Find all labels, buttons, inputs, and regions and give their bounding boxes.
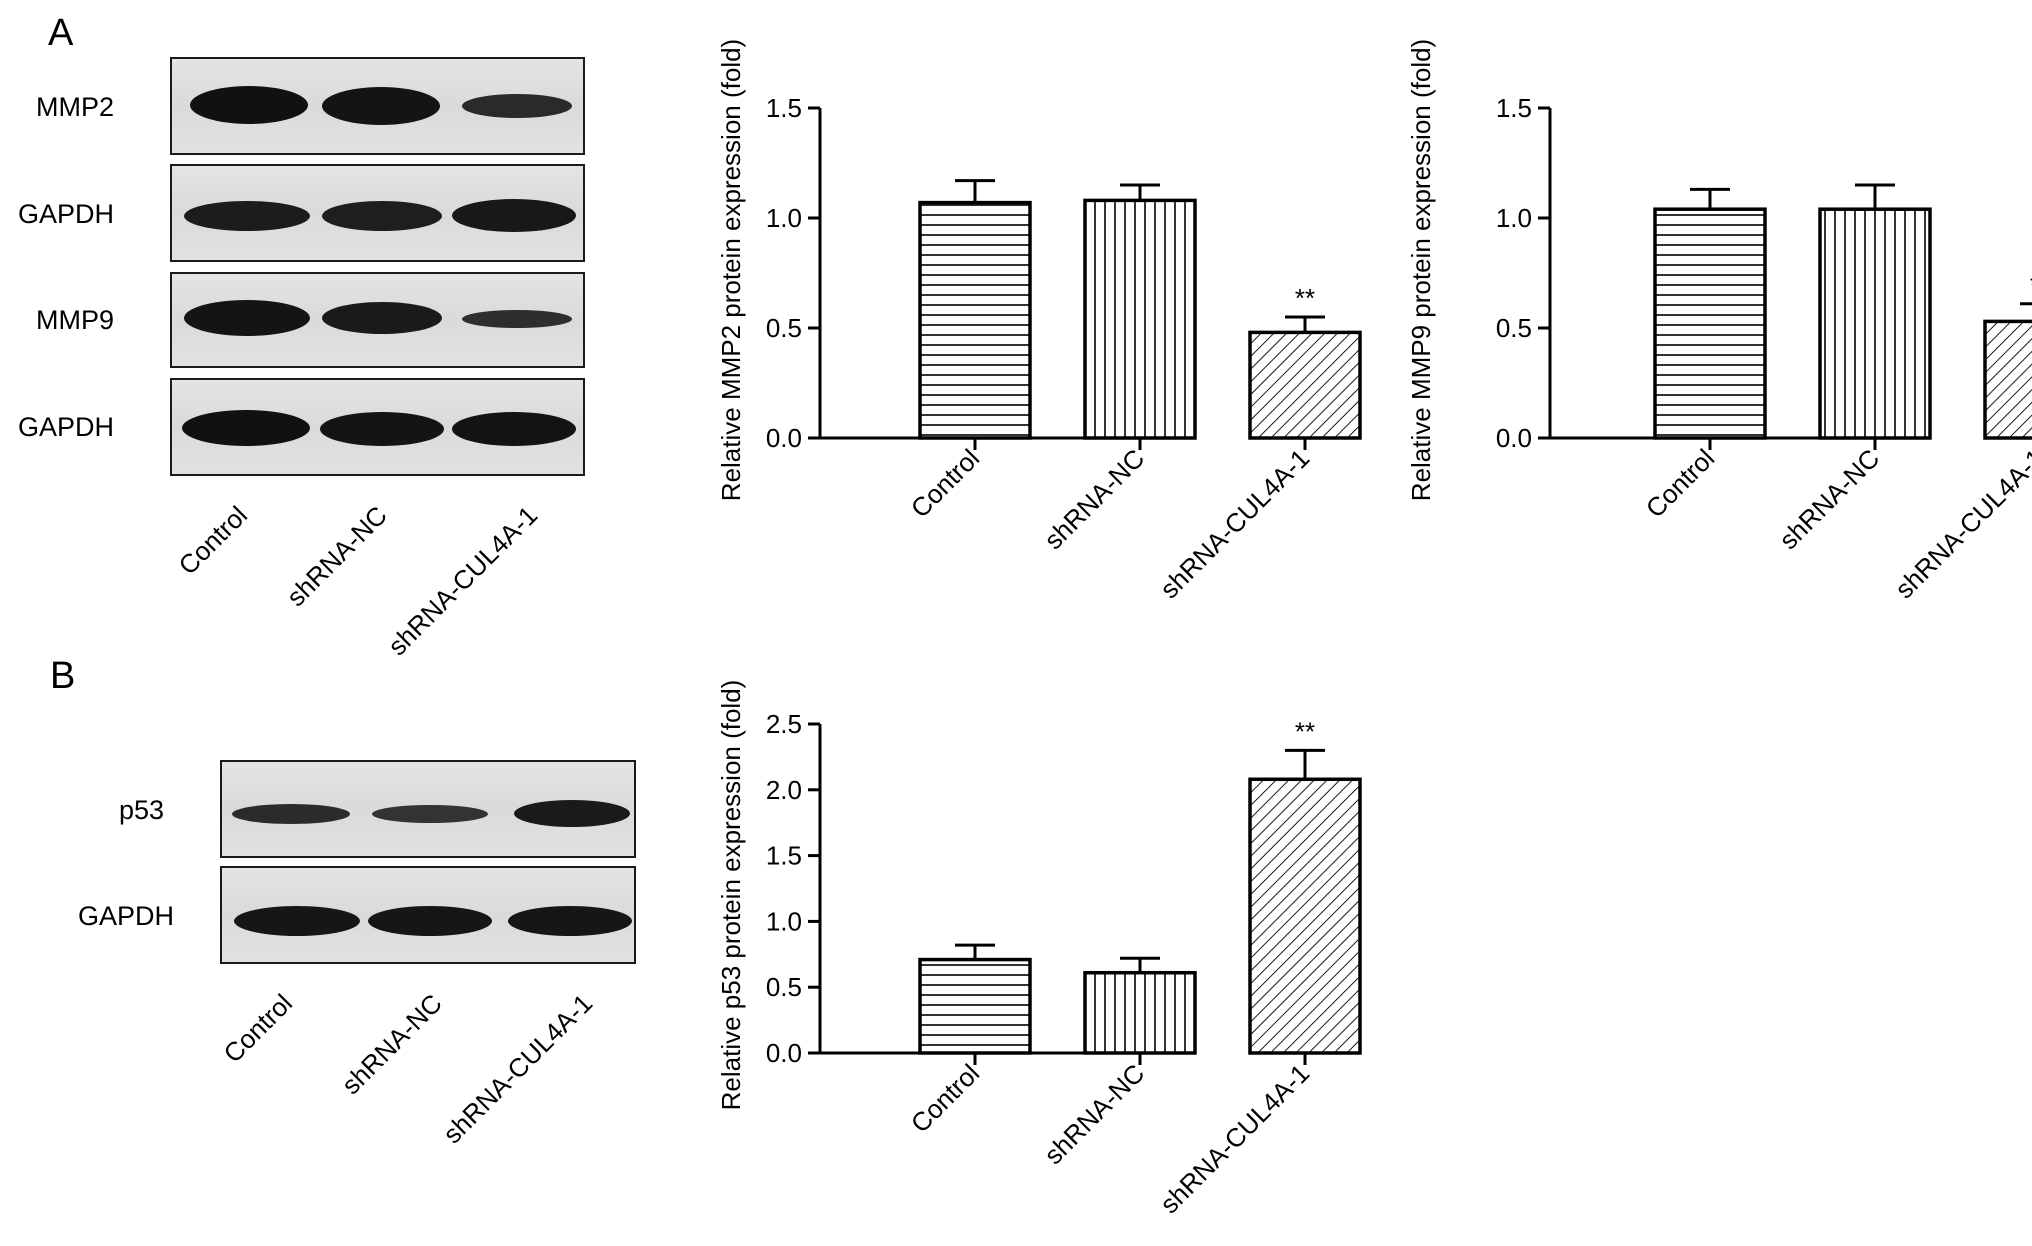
blot-lane-label-control-b: Control xyxy=(217,988,299,1069)
significance-label: ** xyxy=(2030,270,2032,300)
x-tick-label: Control xyxy=(905,1058,985,1138)
x-tick-label: shRNA-CUL4A-1 xyxy=(1889,443,2032,604)
blot-row-label-mmp2: MMP2 xyxy=(35,92,114,122)
y-axis-label: Relative MMP9 protein expression (fold) xyxy=(1406,39,1436,501)
y-tick-label: 1.0 xyxy=(1496,203,1532,233)
blot-band xyxy=(322,87,440,125)
bar xyxy=(1083,198,1197,440)
bar xyxy=(1653,207,1767,440)
x-tick-label: shRNA-CUL4A-1 xyxy=(1154,443,1315,604)
blot-band xyxy=(452,199,576,232)
x-tick-label: shRNA-NC xyxy=(1038,443,1150,555)
blot-strip-gapdh-3 xyxy=(220,866,636,964)
chart-mmp2: 0.0 0.5 1.0 1.5 Relative MMP2 protein expres… xyxy=(716,39,1362,604)
blot-band xyxy=(190,86,308,124)
x-tick-label: shRNA-NC xyxy=(1038,1058,1150,1170)
blot-strip-mmp2 xyxy=(170,57,585,155)
blot-band xyxy=(462,94,572,118)
bar xyxy=(1083,970,1197,1055)
bar xyxy=(1248,330,1362,440)
blot-band xyxy=(234,906,360,936)
y-tick-label: 2.0 xyxy=(766,775,802,805)
blot-band xyxy=(514,800,630,827)
blot-strip-p53 xyxy=(220,760,636,858)
blot-band xyxy=(182,410,310,446)
blot-band xyxy=(322,201,442,231)
bar xyxy=(1983,319,2032,440)
blot-band xyxy=(184,201,310,231)
x-tick-label: shRNA-NC xyxy=(1773,443,1885,555)
blot-band xyxy=(232,804,350,824)
y-tick-label: 1.5 xyxy=(1496,93,1532,123)
chart-p53: 0.0 0.5 1.0 1.5 2.0 2.5 Relative p53 protein e… xyxy=(716,680,1362,1219)
y-tick-label: 0.5 xyxy=(1496,313,1532,343)
y-tick-label: 1.0 xyxy=(766,906,802,936)
y-tick-label: 0.0 xyxy=(766,423,802,453)
bar xyxy=(1248,777,1362,1055)
y-tick-label: 2.5 xyxy=(766,709,802,739)
y-tick-label: 0.0 xyxy=(1496,423,1532,453)
y-tick-label: 0.5 xyxy=(766,972,802,1002)
blot-lane-label-shrna-nc: shRNA-NC xyxy=(281,500,394,613)
x-tick-label: shRNA-CUL4A-1 xyxy=(1154,1058,1315,1219)
blot-band xyxy=(368,906,492,936)
x-tick-label: Control xyxy=(1640,443,1720,523)
y-tick-label: 0.0 xyxy=(766,1038,802,1068)
bar xyxy=(918,957,1032,1055)
blot-band xyxy=(372,805,488,823)
y-axis-label: Relative MMP2 protein expression (fold) xyxy=(716,39,746,501)
chart-mmp9: 0.0 0.5 1.0 1.5 Relative MMP9 protein expres… xyxy=(1406,39,2032,604)
y-tick-label: 1.5 xyxy=(766,93,802,123)
significance-label: ** xyxy=(1295,716,1315,746)
x-tick-label: Control xyxy=(905,443,985,523)
blot-lane-label-shrna-cul4a-b: shRNA-CUL4A-1 xyxy=(437,988,599,1150)
blot-lane-label-shrna-nc-b: shRNA-NC xyxy=(336,988,449,1101)
y-axis-label: Relative p53 protein expression (fold) xyxy=(716,680,746,1111)
blot-row-label-gapdh-2: GAPDH xyxy=(17,412,114,442)
bar xyxy=(1818,207,1932,440)
y-tick-label: 1.5 xyxy=(766,841,802,871)
significance-label: ** xyxy=(1295,283,1315,313)
y-tick-label: 0.5 xyxy=(766,313,802,343)
blot-band xyxy=(320,412,444,446)
blot-band xyxy=(184,300,310,336)
blot-strip-gapdh-1 xyxy=(170,164,585,262)
blot-lane-label-control: Control xyxy=(172,500,254,581)
y-tick-label: 1.0 xyxy=(766,203,802,233)
panel-letter-a: A xyxy=(48,12,74,54)
blot-strip-mmp9 xyxy=(170,272,585,368)
blot-row-label-gapdh-1: GAPDH xyxy=(17,199,114,229)
blot-band xyxy=(452,412,576,446)
blot-band xyxy=(508,906,632,936)
blot-band xyxy=(462,310,572,328)
blot-row-label-gapdh-3: GAPDH xyxy=(77,901,174,931)
panel-letter-b: B xyxy=(50,655,76,697)
bar xyxy=(918,200,1032,440)
blot-strip-gapdh-2 xyxy=(170,378,585,476)
blot-lane-label-shrna-cul4a: shRNA-CUL4A-1 xyxy=(382,500,544,662)
blot-row-label-p53: p53 xyxy=(118,795,164,825)
blot-row-label-mmp9: MMP9 xyxy=(35,305,114,335)
blot-band xyxy=(322,302,442,334)
